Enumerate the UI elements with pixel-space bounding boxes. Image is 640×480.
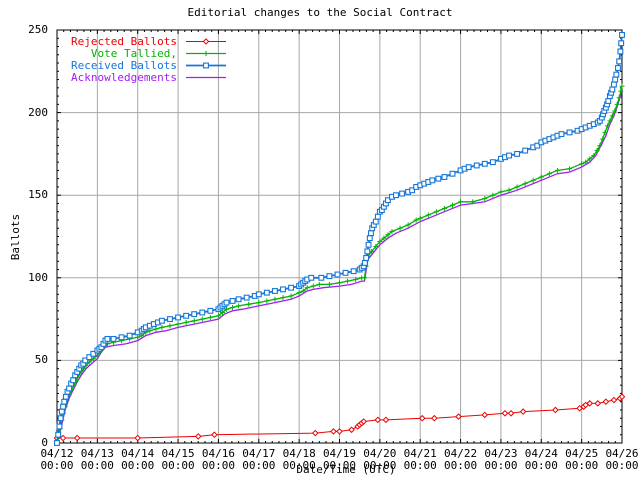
x-tick-time-13: 00:00 [565,459,599,472]
x-tick-time-7: 00:00 [322,459,357,472]
x-tick-date-2: 04/14 [121,447,155,460]
x-tick-time-0: 00:00 [40,459,74,472]
x-tick-time-4: 00:00 [201,459,235,472]
legend-label: Acknowledgements [71,71,177,84]
y-tick-label-250: 250 [28,23,48,36]
legend-entry-received-ballots: Received Ballots [57,59,228,72]
x-tick-date-3: 04/15 [161,447,195,460]
legend-entry-acknowledgements: Acknowledgements [57,71,228,84]
chart-title: Editorial changes to the Social Contract [187,6,453,19]
x-tick-date-5: 04/17 [242,447,276,460]
x-tick-date-11: 04/23 [484,447,518,460]
y-tick-label-200: 200 [28,105,48,119]
legend-entry-vote-tallied: Vote Tallied, [57,47,228,60]
x-tick-date-0: 04/12 [40,447,74,460]
y-tick-label-50: 50 [34,353,48,367]
y-axis-title: Ballots [9,213,22,261]
x-tick-time-3: 00:00 [161,459,195,472]
x-tick-time-5: 00:00 [242,459,276,472]
legend-sample-line [186,62,226,69]
x-tick-time-6: 00:00 [282,459,316,472]
legend: Rejected Ballots Vote Tallied, Received Ba… [57,35,228,84]
legend-sample-line [186,76,226,79]
y-tick-label-100: 100 [28,270,48,284]
x-tick-date-4: 04/16 [201,447,235,460]
x-tick-time-8: 00:00 [363,459,397,472]
legend-label: Received Ballots [71,59,177,72]
legend-entry-rejected-ballots: Rejected Ballots [57,35,228,48]
x-tick-date-14: 04/26 [605,447,639,460]
legend-sample-line [186,51,226,56]
y-tick-label-150: 150 [28,188,48,202]
x-tick-date-8: 04/20 [363,447,397,460]
x-tick-date-6: 04/18 [282,447,316,460]
x-tick-time-2: 00:00 [121,459,155,472]
x-tick-time-1: 00:00 [80,459,114,472]
x-tick-date-9: 04/21 [403,447,437,460]
x-tick-time-11: 00:00 [484,459,518,472]
x-tick-time-14: 00:00 [605,459,639,472]
legend-label: Vote Tallied, [90,47,177,60]
x-tick-time-10: 00:00 [444,459,478,472]
x-tick-date-1: 04/13 [80,447,114,460]
x-tick-time-9: 00:00 [403,459,437,472]
x-tick-date-13: 04/25 [565,447,599,460]
x-tick-date-12: 04/24 [524,447,558,460]
x-tick-date-7: 04/19 [322,447,357,460]
y-tick-label-0: 0 [41,436,48,449]
x-axis-title: Date/Time (UTC) [296,463,396,476]
x-tick-time-12: 00:00 [524,459,558,472]
x-tick-date-10: 04/22 [444,447,478,460]
legend-label: Rejected Ballots [71,35,177,48]
legend-sample-line [186,38,226,45]
